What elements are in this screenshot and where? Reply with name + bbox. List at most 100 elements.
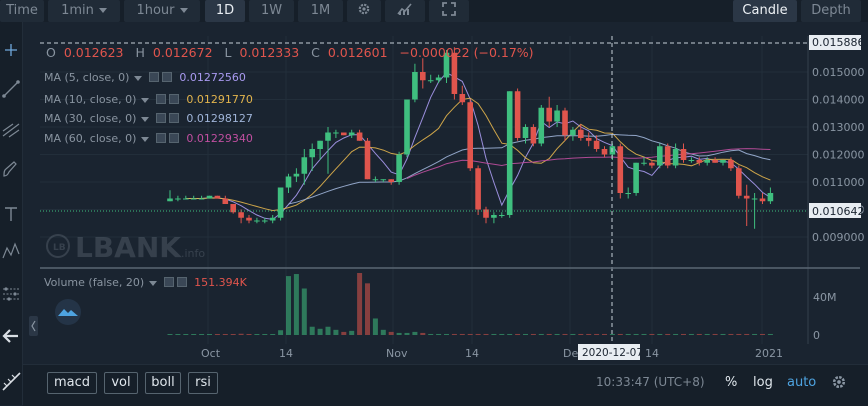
candle-body — [514, 91, 521, 138]
settings-icon[interactable] — [163, 277, 174, 287]
volume-bar — [681, 333, 686, 335]
volume-bar — [191, 334, 197, 335]
fib-tool-icon[interactable] — [0, 118, 22, 142]
gear-icon[interactable] — [831, 374, 847, 390]
volume-bar — [649, 333, 655, 335]
prediction-tool-icon[interactable] — [0, 282, 22, 306]
depth-tab[interactable]: Depth — [801, 0, 861, 22]
settings-button[interactable] — [347, 0, 381, 22]
volume-bar — [760, 333, 765, 335]
candle-body — [435, 77, 442, 81]
volume-bar — [167, 334, 173, 335]
volume-bar — [688, 333, 694, 335]
price-tick-label: 0.015000 — [812, 66, 865, 79]
close-icon[interactable] — [161, 72, 172, 82]
brush-icon[interactable] — [0, 157, 22, 181]
candle-body — [183, 198, 189, 200]
volume-bar — [380, 329, 386, 335]
text-tool-icon[interactable] — [0, 202, 22, 226]
vol-button[interactable]: vol — [104, 372, 138, 394]
chevron-down-icon[interactable] — [141, 116, 150, 122]
pattern-tool-icon[interactable] — [0, 240, 22, 264]
range-1d-button[interactable]: 1D — [205, 0, 245, 22]
volume-bar — [704, 333, 710, 335]
volume-bar — [254, 334, 260, 335]
ruler-icon[interactable] — [0, 370, 22, 394]
volume-bar — [222, 334, 228, 335]
open-readout: O 0.012623 — [46, 45, 124, 60]
candle-body — [491, 215, 497, 218]
volume-bar — [499, 333, 505, 335]
log-scale-button[interactable]: log — [753, 375, 773, 390]
chevron-down-icon[interactable] — [141, 97, 150, 103]
boll-button[interactable]: boll — [145, 372, 181, 394]
crosshair-date-badge — [578, 344, 640, 360]
candle-body — [483, 209, 489, 218]
volume-bar — [483, 333, 489, 335]
candle-body — [570, 129, 576, 136]
ohlc-readout: O 0.012623 H 0.012672 L 0.012333 C 0.012601 … — [46, 45, 542, 60]
range-1m-button[interactable]: 1M — [298, 0, 343, 22]
volume-bar — [586, 333, 592, 335]
volume-bar — [720, 333, 726, 335]
settings-icon[interactable] — [155, 133, 166, 143]
volume-bar — [633, 333, 639, 335]
volume-logo-icon — [55, 299, 81, 325]
price-tick-label: 0.012000 — [812, 149, 865, 162]
crosshair-date-label: 2020-12-07 — [582, 347, 643, 359]
close-icon[interactable] — [176, 277, 187, 287]
chevron-down-icon[interactable] — [149, 280, 158, 286]
candle-body — [578, 129, 584, 138]
trend-line-icon[interactable] — [0, 77, 22, 101]
indicators-button[interactable] — [385, 0, 425, 22]
candle-body — [420, 72, 426, 81]
back-arrow-icon[interactable] — [0, 324, 22, 348]
volume-bar — [530, 333, 536, 335]
volume-bar — [657, 333, 663, 335]
rsi-button[interactable]: rsi — [188, 372, 218, 394]
auto-scale-button[interactable]: auto — [787, 375, 817, 390]
volume-bar — [270, 334, 276, 335]
collapse-pane-button[interactable] — [29, 316, 38, 336]
volume-bar — [286, 276, 291, 335]
volume-bar — [246, 334, 252, 335]
drawing-toolbar — [0, 22, 23, 405]
candle-body — [388, 179, 394, 182]
range-1w-button[interactable]: 1W — [249, 0, 294, 22]
candle-body — [506, 91, 513, 215]
candle-body — [585, 138, 592, 141]
candle-body — [269, 217, 276, 221]
close-icon[interactable] — [168, 113, 179, 123]
chevron-down-icon[interactable] — [141, 136, 150, 142]
volume-bar — [602, 333, 607, 335]
chevron-down-icon[interactable] — [134, 75, 143, 81]
volume-bar — [325, 326, 331, 335]
candle-body — [688, 160, 695, 161]
bottom-bar: macd vol boll rsi 10:33:47 (UTC+8) % log… — [23, 364, 868, 406]
time-tick-label: De — [563, 347, 578, 360]
settings-icon[interactable] — [155, 94, 166, 104]
close-icon[interactable] — [168, 94, 179, 104]
time-button[interactable]: Time — [0, 0, 44, 22]
fullscreen-button[interactable] — [429, 0, 469, 22]
macd-button[interactable]: macd — [47, 372, 97, 394]
volume-bar — [617, 333, 623, 335]
settings-icon[interactable] — [148, 72, 159, 82]
candle-tab[interactable]: Candle — [733, 0, 797, 22]
interval-select[interactable]: 1min — [48, 0, 120, 22]
time-tick-label: 14 — [645, 347, 659, 360]
volume-bar — [578, 333, 584, 335]
candle-body — [198, 198, 205, 200]
percent-scale-button[interactable]: % — [725, 375, 738, 390]
close-icon[interactable] — [168, 133, 179, 143]
price-tick-label: 0.013000 — [812, 121, 865, 134]
volume-bar — [199, 334, 205, 335]
volume-bar — [372, 318, 378, 335]
settings-icon[interactable] — [155, 113, 166, 123]
crosshair-icon[interactable] — [0, 38, 22, 62]
candle-body — [341, 132, 347, 136]
last-price-badge — [809, 203, 861, 218]
lbank-logo-icon — [46, 234, 70, 258]
period-select[interactable]: 1hour — [124, 0, 200, 22]
